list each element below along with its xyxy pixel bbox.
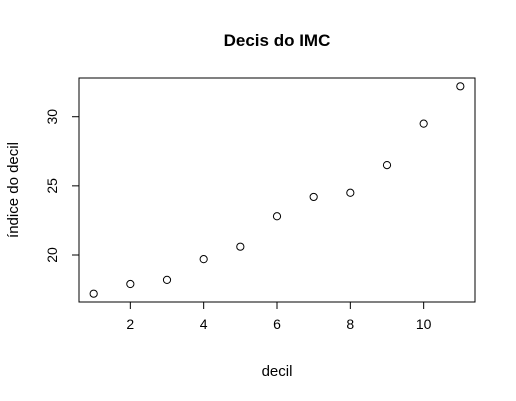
- y-tick-label: 30: [44, 109, 60, 125]
- data-point: [236, 242, 245, 251]
- x-tick-label: 2: [126, 316, 134, 332]
- x-tick-label: 8: [346, 316, 354, 332]
- data-point: [162, 275, 172, 284]
- data-point: [382, 161, 392, 170]
- x-tick-label: 4: [200, 316, 208, 332]
- plot-frame: [78, 77, 476, 303]
- y-tick-label: 20: [44, 247, 60, 263]
- y-tick-label: 25: [44, 178, 60, 194]
- x-tick-label: 6: [273, 316, 281, 332]
- data-point: [419, 119, 428, 128]
- x-axis-label: decil: [262, 363, 293, 380]
- chart-title: Decis do IMC: [224, 31, 331, 50]
- data-point: [456, 82, 465, 91]
- data-point: [272, 212, 282, 221]
- y-axis-label: índice do decil: [5, 142, 22, 238]
- data-point: [199, 255, 208, 264]
- data-point: [89, 289, 98, 298]
- data-points: [89, 82, 465, 298]
- x-tick-label: 10: [416, 316, 432, 332]
- x-axis: 2 4 6 8 10: [126, 301, 432, 332]
- data-point: [346, 188, 355, 197]
- data-point: [126, 279, 135, 289]
- data-point: [309, 192, 318, 202]
- y-axis: 20 25 30: [44, 109, 80, 263]
